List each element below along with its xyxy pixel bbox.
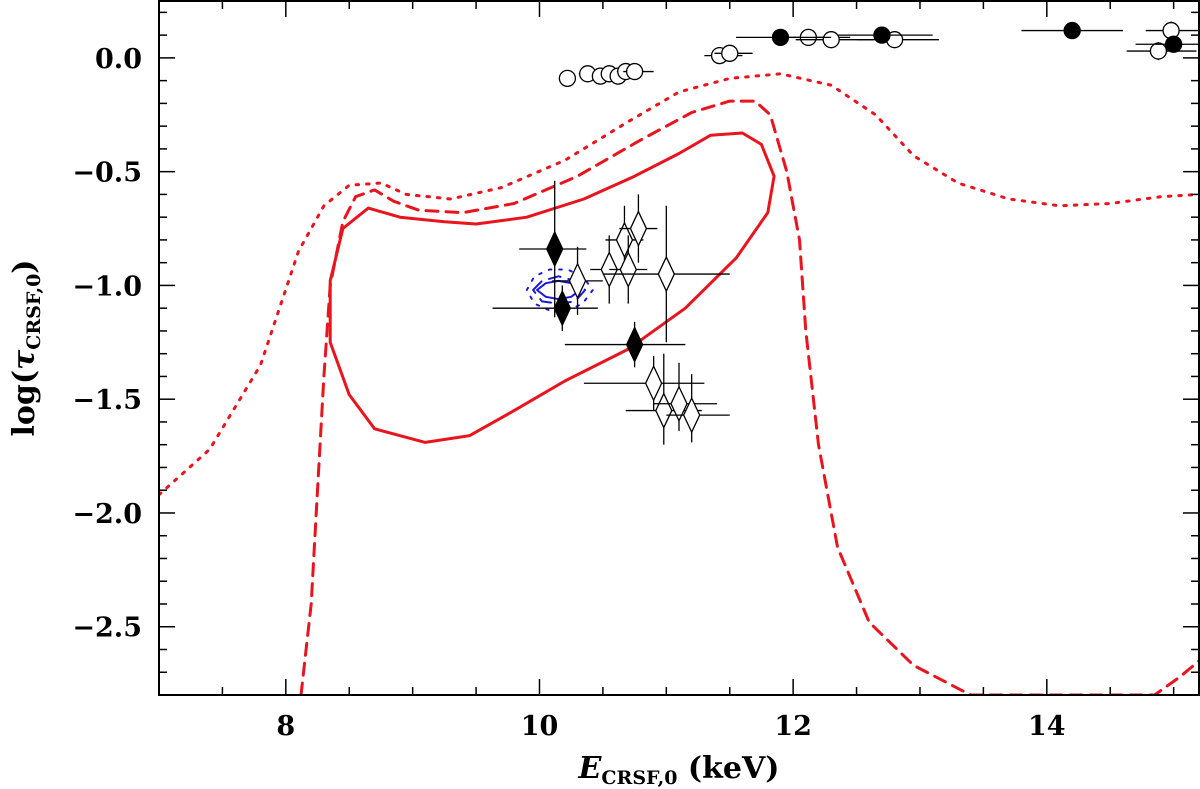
y-tick-label: −2.0 [72, 499, 142, 530]
circle-marker [1164, 35, 1183, 53]
diamond-marker [644, 364, 663, 402]
circle-marker [558, 69, 577, 88]
x-tick-label: 12 [774, 711, 812, 742]
data-point [837, 26, 933, 44]
diamond-marker [670, 385, 688, 423]
contour-dotted-5 [525, 268, 594, 312]
data-point [666, 374, 730, 443]
data-point [1126, 41, 1197, 61]
data-point [519, 180, 587, 318]
data-point [492, 285, 598, 331]
x-tick-label: 10 [521, 711, 559, 742]
diamond-marker [568, 262, 587, 300]
data-point [609, 235, 648, 304]
data-point [714, 44, 753, 62]
data-point [619, 194, 658, 263]
diamond-marker [553, 289, 572, 327]
data-point [625, 353, 702, 445]
contour-solid-0 [328, 131, 776, 444]
data-point [552, 246, 603, 316]
circle-marker [873, 26, 891, 44]
data-point [558, 69, 577, 88]
data-point [623, 62, 654, 81]
data-point [564, 321, 686, 368]
axis-ticks: 8 10 12 14 0.0 −0.5 −1.0 −1.5 −2.0 −2.5 [72, 1, 1199, 742]
y-tick-label: −2.5 [72, 613, 142, 644]
circle-marker [822, 31, 840, 49]
diamond-marker [625, 326, 644, 364]
diamond-marker [657, 255, 676, 293]
contour-dotted-2 [159, 72, 1200, 497]
contour-dashed-1 [299, 99, 1200, 695]
diamond-marker [619, 250, 637, 289]
circle-marker [721, 44, 739, 62]
x-axis-label: ECRSF,0 (keV) [578, 751, 780, 789]
diamond-marker [545, 230, 564, 268]
x-tick-label: 8 [276, 711, 295, 742]
contour-dashed-4 [532, 275, 587, 305]
data-point [1021, 21, 1123, 40]
diamond-marker [655, 392, 673, 430]
data-point [602, 205, 730, 343]
y-tick-label: −1.0 [72, 271, 142, 302]
circle-marker [771, 28, 790, 47]
y-axis-label: log(τCRSF,0) [7, 259, 45, 436]
diamond-marker [682, 396, 701, 434]
diamond-marker [629, 210, 648, 248]
circle-marker [1149, 42, 1168, 60]
data-point [653, 362, 718, 432]
circle-marker [1063, 21, 1081, 40]
data-point [1135, 35, 1199, 53]
circle-marker [625, 62, 644, 81]
data-series [492, 21, 1199, 445]
data-point [583, 355, 705, 411]
y-tick-label: −1.5 [72, 385, 142, 416]
data-point [736, 28, 832, 47]
data-point [856, 31, 939, 49]
plot-frame [158, 0, 1200, 696]
y-tick-label: 0.0 [95, 44, 142, 75]
x-tick-label: 14 [1028, 711, 1066, 742]
y-tick-label: −0.5 [72, 158, 142, 189]
